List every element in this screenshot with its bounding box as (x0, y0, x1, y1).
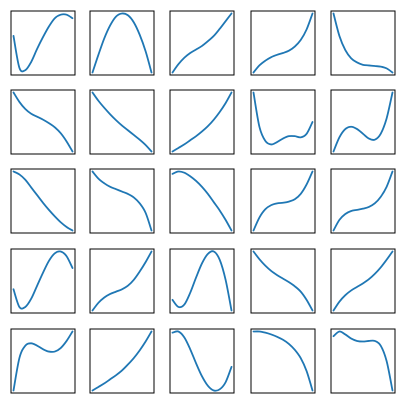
subplot-2-1 (10, 89, 76, 155)
subplot-4-2 (89, 248, 155, 314)
subplot-4-1 (10, 248, 76, 314)
axes-frame-5-1 (10, 328, 76, 394)
subplot-2-5 (330, 89, 396, 155)
subplot-1-5 (330, 10, 396, 76)
subplot-2-3 (169, 89, 235, 155)
axes-frame-1-1 (10, 10, 76, 76)
series-line-2-4 (252, 91, 314, 146)
axes-frame-4-2 (89, 248, 155, 314)
series-line-2-1 (12, 91, 74, 153)
axes-frame-5-3 (169, 328, 235, 394)
axes-frame-2-3 (169, 89, 235, 155)
subplot-panels (10, 10, 396, 394)
axes-frame-4-5 (330, 248, 396, 314)
series-line-5-2 (91, 330, 153, 392)
axes-frame-1-2 (89, 10, 155, 76)
axes-frame-4-3 (169, 248, 235, 314)
axes-frame-1-5 (330, 10, 396, 76)
axes-frame-1-3 (169, 10, 235, 76)
series-line-3-5 (332, 170, 394, 232)
axes-frame-3-1 (10, 168, 76, 234)
series-line-3-1 (12, 170, 74, 232)
subplot-5-5 (330, 328, 396, 394)
subplot-3-5 (330, 168, 396, 234)
series-line-1-4 (252, 12, 314, 74)
axes-frame-3-5 (330, 168, 396, 234)
subplot-3-4 (250, 168, 316, 234)
subplot-3-3 (169, 168, 235, 234)
series-line-4-3 (171, 250, 233, 312)
series-line-4-2 (91, 250, 153, 312)
axes-frame-5-4 (250, 328, 316, 394)
series-line-3-4 (252, 170, 314, 232)
series-line-1-2 (91, 12, 153, 74)
series-line-1-3 (171, 12, 233, 74)
axes-frame-2-2 (89, 89, 155, 155)
subplot-1-4 (250, 10, 316, 76)
series-line-3-2 (91, 170, 153, 232)
axes-frame-5-2 (89, 328, 155, 394)
series-line-2-5 (332, 91, 394, 153)
series-line-2-3 (171, 91, 233, 153)
series-line-2-2 (91, 91, 153, 153)
subplot-3-1 (10, 168, 76, 234)
subplot-5-4 (250, 328, 316, 394)
subplot-1-1 (10, 10, 76, 76)
axes-frame-1-4 (250, 10, 316, 76)
axes-frame-4-1 (10, 248, 76, 314)
series-line-5-5 (332, 330, 394, 392)
subplot-2-2 (89, 89, 155, 155)
subplot-1-2 (89, 10, 155, 76)
subplot-4-3 (169, 248, 235, 314)
subplot-4-4 (250, 248, 316, 314)
axes-frame-2-5 (330, 89, 396, 155)
axes-frame-4-4 (250, 248, 316, 314)
series-line-4-4 (252, 250, 314, 312)
series-line-4-1 (12, 250, 74, 310)
axes-frame-3-3 (169, 168, 235, 234)
series-line-5-3 (171, 330, 233, 392)
subplot-5-1 (10, 328, 76, 394)
subplot-2-4 (250, 89, 316, 155)
axes-frame-2-4 (250, 89, 316, 155)
axes-frame-5-5 (330, 328, 396, 394)
series-line-5-1 (12, 330, 74, 392)
subplot-3-2 (89, 168, 155, 234)
axes-frame-3-2 (89, 168, 155, 234)
subplot-4-5 (330, 248, 396, 314)
axes-frame-2-1 (10, 89, 76, 155)
axes-frame-3-4 (250, 168, 316, 234)
series-line-4-5 (332, 250, 394, 312)
series-line-3-3 (171, 170, 233, 232)
series-line-1-5 (332, 12, 394, 74)
subplot-5-3 (169, 328, 235, 394)
series-line-1-1 (12, 13, 74, 73)
series-line-5-4 (252, 330, 314, 392)
subplot-5-2 (89, 328, 155, 394)
subplot-1-3 (169, 10, 235, 76)
